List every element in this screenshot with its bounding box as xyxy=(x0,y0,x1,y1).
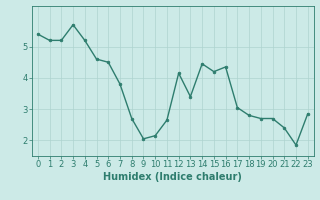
X-axis label: Humidex (Indice chaleur): Humidex (Indice chaleur) xyxy=(103,172,242,182)
